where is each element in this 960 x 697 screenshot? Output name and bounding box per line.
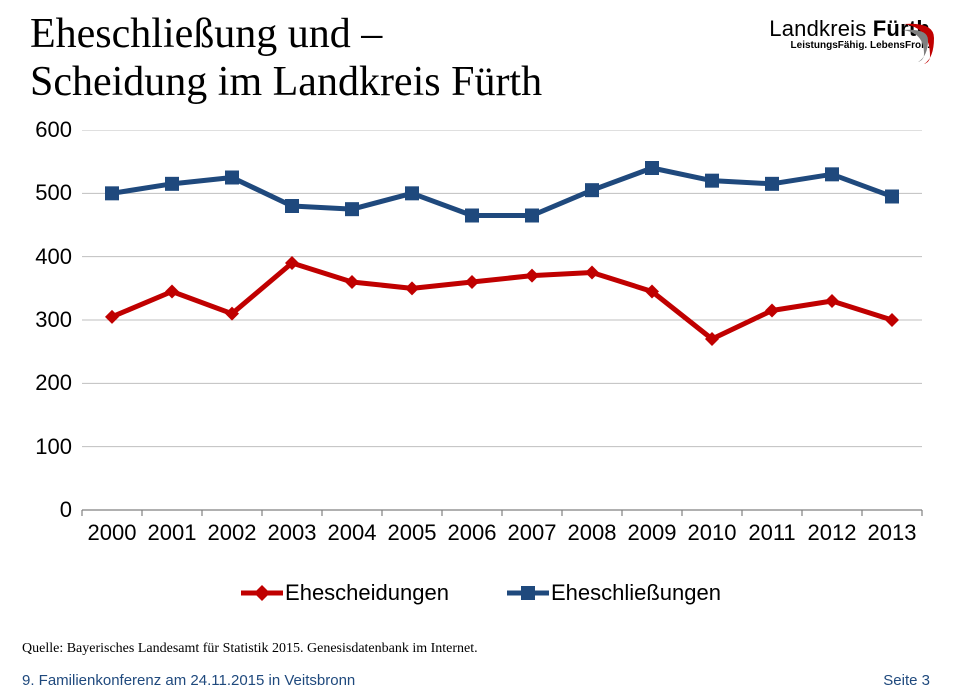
x-tick-label: 2002 [208, 520, 257, 546]
legend: Ehescheidungen Eheschließungen [30, 580, 930, 609]
x-tick-label: 2013 [868, 520, 917, 546]
y-tick-label: 100 [30, 434, 72, 460]
x-tick-label: 2001 [148, 520, 197, 546]
chart-canvas [30, 130, 930, 530]
y-tick-label: 600 [30, 117, 72, 143]
x-tick-label: 2008 [568, 520, 617, 546]
x-tick-label: 2006 [448, 520, 497, 546]
x-tick-label: 2004 [328, 520, 377, 546]
logo-prefix: Landkreis [769, 16, 866, 41]
footer-right: Seite 3 [883, 672, 930, 689]
logo-swoosh-icon [900, 18, 936, 66]
slide: Eheschließung und – Scheidung im Landkre… [0, 0, 960, 697]
legend-item: Ehescheidungen [239, 580, 449, 606]
x-axis-labels: 2000 2001 2002 2003 2004 2005 2006 2007 2008 2009… [30, 520, 930, 550]
x-tick-label: 2007 [508, 520, 557, 546]
x-tick-label: 2010 [688, 520, 737, 546]
source-text: Quelle: Bayerisches Landesamt für Statis… [22, 641, 478, 657]
y-tick-label: 500 [30, 180, 72, 206]
x-tick-label: 2012 [808, 520, 857, 546]
footer-left: 9. Familienkonferenz am 24.11.2015 in Ve… [22, 672, 355, 689]
x-tick-label: 2011 [748, 520, 795, 546]
y-tick-label: 200 [30, 370, 72, 396]
legend-marker-icon [505, 583, 551, 603]
legend-label: Ehescheidungen [285, 580, 449, 606]
legend-label: Eheschließungen [551, 580, 721, 606]
page-title: Eheschließung und – Scheidung im Landkre… [30, 10, 542, 107]
x-tick-label: 2009 [628, 520, 677, 546]
logo-sub1: LeistungsFähig. [791, 40, 868, 51]
y-tick-label: 400 [30, 244, 72, 270]
logo: Landkreis Fürth LeistungsFähig. LebensFr… [769, 16, 930, 51]
legend-item: Eheschließungen [505, 580, 721, 606]
y-tick-label: 300 [30, 307, 72, 333]
chart: 0100200300400500600 20002001200220032004… [30, 130, 930, 600]
x-tick-label: 2000 [88, 520, 137, 546]
x-tick-label: 2005 [388, 520, 437, 546]
x-tick-label: 2003 [268, 520, 317, 546]
footer: 9. Familienkonferenz am 24.11.2015 in Ve… [0, 672, 960, 689]
legend-marker-icon [239, 583, 285, 603]
